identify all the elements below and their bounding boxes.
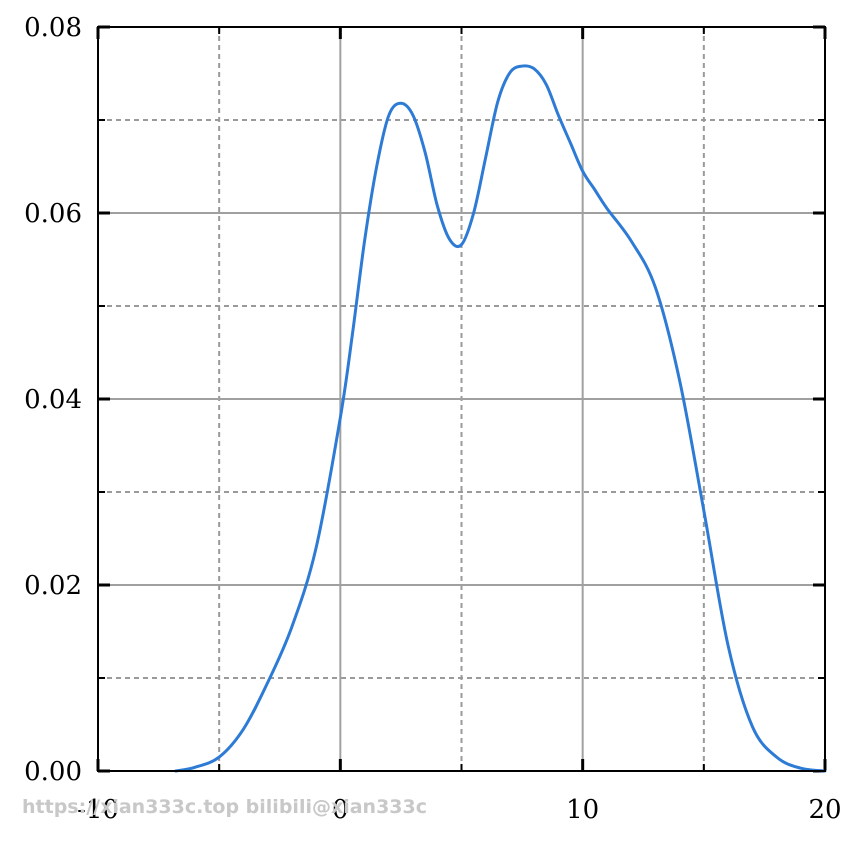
label-layer: -10 0 10 20 0.00 0.02 0.04 0.06 0.08	[24, 13, 841, 825]
y-tick-label: 0.04	[24, 385, 82, 415]
x-tick-label: 10	[566, 795, 599, 825]
x-tick-label: 0	[332, 795, 349, 825]
x-tick-label: 20	[808, 795, 841, 825]
y-tick-label: 0.00	[24, 757, 82, 787]
y-tick-label: 0.06	[24, 199, 82, 229]
density-curve-0	[174, 64, 827, 773]
grid-layer	[97, 26, 826, 772]
x-tick-label: -10	[77, 795, 119, 825]
y-tick-label: 0.08	[24, 13, 82, 43]
series-layer	[174, 64, 827, 773]
y-tick-label: 0.02	[24, 571, 82, 601]
watermark-text: https://xian333c.top bilibili@xian333c	[22, 796, 427, 818]
plot-frame	[97, 26, 826, 772]
